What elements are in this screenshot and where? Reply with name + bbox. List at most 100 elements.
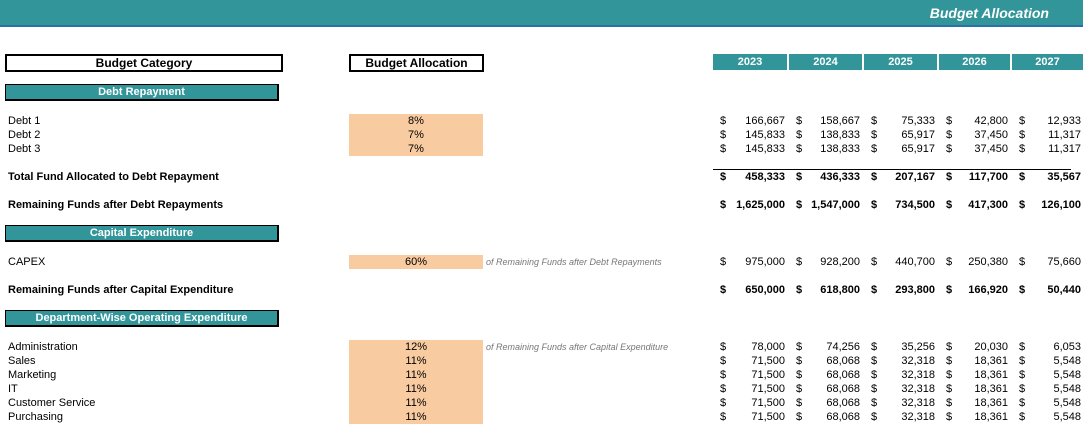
currency-symbol: $	[1019, 256, 1026, 268]
table-row: CAPEX 60% of Remaining Funds after Debt Re…	[0, 255, 1083, 269]
value: 11,317	[1048, 143, 1081, 155]
currency-symbol: $	[946, 143, 953, 155]
allocation-percent-cell[interactable]: 7%	[349, 128, 483, 142]
currency-symbol: $	[946, 369, 953, 381]
allocation-percent-cell[interactable]: 11%	[349, 410, 483, 424]
currency-symbol: $	[946, 115, 953, 127]
table-row: Remaining Funds after Debt Repayments $1,…	[0, 198, 1083, 212]
value: 32,318	[901, 383, 935, 395]
value: 1,625,000	[736, 199, 785, 211]
value: 138,833	[820, 143, 860, 155]
currency-symbol: $	[946, 256, 953, 268]
value: 158,667	[820, 115, 860, 127]
currency-symbol: $	[1019, 129, 1026, 141]
value: 126,100	[1041, 199, 1081, 211]
currency-symbol: $	[871, 115, 878, 127]
value: 12,933	[1047, 115, 1081, 127]
currency-symbol: $	[720, 199, 727, 211]
currency-symbol: $	[946, 129, 953, 141]
header-budget-category: Budget Category	[5, 54, 283, 72]
currency-symbol: $	[871, 355, 878, 367]
row-label: Remaining Funds after Debt Repayments	[8, 199, 224, 211]
currency-symbol: $	[946, 355, 953, 367]
value: 6,053	[1053, 341, 1081, 353]
currency-symbol: $	[796, 411, 803, 423]
currency-symbol: $	[1019, 397, 1026, 409]
currency-symbol: $	[1019, 199, 1026, 211]
currency-symbol: $	[1019, 369, 1026, 381]
value: 75,660	[1047, 256, 1081, 268]
allocation-percent-cell[interactable]: 11%	[349, 382, 483, 396]
currency-symbol: $	[796, 341, 803, 353]
value: 78,000	[751, 341, 785, 353]
row-label: Debt 3	[8, 143, 41, 155]
table-row: Customer Service 11% $71,500 $68,068 $32,318…	[0, 396, 1083, 410]
row-label: CAPEX	[8, 256, 46, 268]
currency-symbol: $	[871, 256, 878, 268]
table-row: Remaining Funds after Capital Expenditur…	[0, 283, 1083, 297]
year-header-2026: 2026	[939, 54, 1010, 70]
row-label: Debt 1	[8, 115, 41, 127]
value: 71,500	[751, 397, 785, 409]
row-label: Remaining Funds after Capital Expenditur…	[8, 284, 234, 296]
value: 145,833	[745, 129, 785, 141]
value: 68,068	[826, 397, 860, 409]
value: 975,000	[745, 256, 785, 268]
value: 18,361	[974, 411, 1008, 423]
value: 74,256	[826, 341, 860, 353]
value: 37,450	[974, 143, 1008, 155]
table-row: Sales 11% $71,500 $68,068 $32,318 $18,361 $5,5…	[0, 354, 1083, 368]
currency-symbol: $	[1019, 115, 1026, 127]
currency-symbol: $	[1019, 411, 1026, 423]
allocation-percent-cell[interactable]: 8%	[349, 114, 483, 128]
currency-symbol: $	[796, 143, 803, 155]
value: 18,361	[974, 397, 1008, 409]
allocation-percent-cell[interactable]: 7%	[349, 142, 483, 156]
value: 35,567	[1047, 171, 1081, 183]
value: 71,500	[751, 369, 785, 381]
allocation-percent-cell[interactable]: 12%	[349, 340, 483, 354]
currency-symbol: $	[720, 411, 727, 423]
value: 458,333	[745, 171, 785, 183]
currency-symbol: $	[871, 129, 878, 141]
currency-symbol: $	[796, 284, 803, 296]
value: 650,000	[745, 284, 785, 296]
value: 32,318	[901, 369, 935, 381]
allocation-percent-cell[interactable]: 11%	[349, 396, 483, 410]
allocation-percent-cell[interactable]: 11%	[349, 354, 483, 368]
value: 166,667	[745, 115, 785, 127]
header-budget-allocation: Budget Allocation	[349, 54, 484, 72]
allocation-percent-cell[interactable]: 11%	[349, 368, 483, 382]
value: 35,256	[901, 341, 935, 353]
row-label: Sales	[8, 355, 36, 367]
title-bar: Budget Allocation	[0, 0, 1083, 27]
allocation-percent-cell[interactable]: 60%	[349, 255, 483, 269]
row-label: Debt 2	[8, 129, 41, 141]
value: 65,917	[901, 143, 935, 155]
allocation-note: of Remaining Funds after Capital Expendi…	[486, 342, 669, 352]
value: 440,700	[895, 256, 935, 268]
year-header-2027: 2027	[1012, 54, 1083, 70]
section-debt-repayment: Debt Repayment	[5, 84, 279, 101]
value: 71,500	[751, 411, 785, 423]
currency-symbol: $	[1019, 171, 1026, 183]
currency-symbol: $	[1019, 143, 1026, 155]
currency-symbol: $	[1019, 341, 1026, 353]
value: 18,361	[974, 369, 1008, 381]
currency-symbol: $	[796, 256, 803, 268]
currency-symbol: $	[796, 129, 803, 141]
currency-symbol: $	[720, 143, 727, 155]
currency-symbol: $	[720, 397, 727, 409]
table-row: Debt 1 8% $166,667 $158,667 $75,333 $42,800 $1…	[0, 114, 1083, 128]
value: 11,317	[1048, 129, 1081, 141]
value: 117,700	[968, 171, 1008, 183]
value: 417,300	[968, 199, 1008, 211]
currency-symbol: $	[946, 199, 953, 211]
year-header-2024: 2024	[789, 54, 862, 70]
row-label: Customer Service	[8, 397, 96, 409]
value: 18,361	[974, 383, 1008, 395]
currency-symbol: $	[720, 341, 727, 353]
currency-symbol: $	[796, 369, 803, 381]
allocation-note: of Remaining Funds after Debt Repayments	[486, 257, 662, 267]
value: 68,068	[826, 355, 860, 367]
